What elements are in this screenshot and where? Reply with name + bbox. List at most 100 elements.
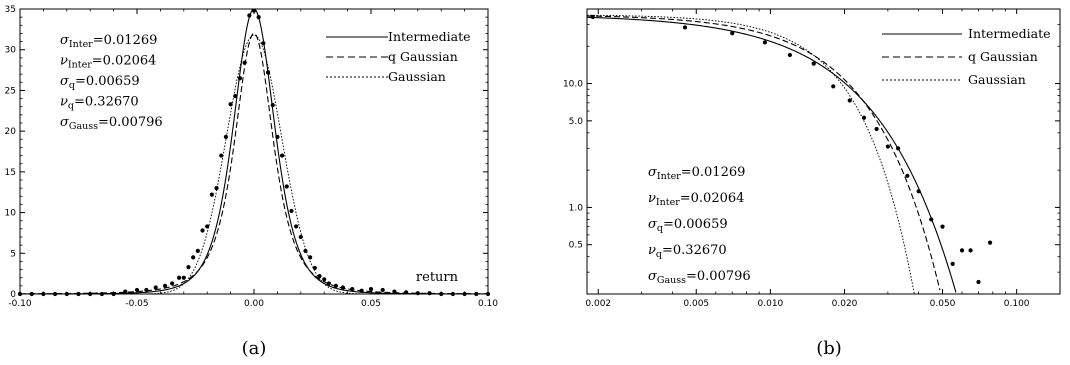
data-point <box>885 144 890 149</box>
y-tick-label: 5 <box>10 249 16 259</box>
data-point <box>111 291 116 297</box>
annotation-0: σInter=0.01269 <box>60 33 157 50</box>
data-point <box>950 261 955 266</box>
data-point <box>279 153 285 158</box>
data-point <box>195 248 200 253</box>
legend-label: q Gaussian <box>388 49 458 64</box>
data-point <box>317 273 322 279</box>
annotation-value: =0.00796 <box>98 115 163 130</box>
annotation-symbol: σ <box>60 33 70 48</box>
gaussian-curve <box>586 14 915 295</box>
data-point <box>76 291 81 297</box>
data-point <box>916 189 921 194</box>
data-point <box>439 291 444 297</box>
y-tick-label: 10.0 <box>563 80 583 90</box>
data-point <box>214 186 219 191</box>
data-point <box>153 285 158 290</box>
annotation-3: νq=0.32670 <box>648 243 727 260</box>
panel-b-curves <box>586 14 957 295</box>
data-point <box>270 102 275 108</box>
annotation-value: =0.00796 <box>686 269 751 284</box>
data-point <box>284 184 289 189</box>
data-point <box>368 287 374 292</box>
data-point <box>847 98 852 103</box>
data-point <box>895 146 901 151</box>
data-point <box>265 70 271 75</box>
annotation-symbol: ν <box>60 54 68 69</box>
legend-label: Intermediate <box>968 26 1051 41</box>
annotation-subscript: Gauss <box>69 121 98 132</box>
y-tick-label: 30 <box>5 46 17 56</box>
legend-label: q Gaussian <box>968 49 1038 64</box>
panel-b-frame <box>586 8 1061 295</box>
data-point <box>929 217 934 222</box>
annotation-subscript: q <box>656 249 662 260</box>
data-point <box>415 291 420 296</box>
data-point <box>181 275 186 280</box>
panel-a-legend: Intermediate q Gaussian Gaussian <box>326 29 471 84</box>
data-point <box>29 291 34 297</box>
data-point <box>298 234 303 240</box>
annotation-2: σq=0.00659 <box>60 74 140 91</box>
annotation-symbol: ν <box>648 243 656 258</box>
y-tick-label: 25 <box>5 86 16 96</box>
annotation-value: =0.32670 <box>662 243 727 258</box>
annotation-subscript: q <box>68 101 74 112</box>
legend-label: Gaussian <box>968 72 1026 87</box>
data-point <box>905 173 910 178</box>
annotation-symbol: ν <box>60 95 68 110</box>
data-point <box>730 31 735 36</box>
annotation-3: νq=0.32670 <box>60 95 139 112</box>
data-point <box>811 61 816 66</box>
annotation-subscript: q <box>69 80 75 91</box>
data-point <box>228 102 233 107</box>
annotation-subscript: Inter <box>657 171 681 182</box>
x-tick-label: 0.10 <box>478 299 498 309</box>
intermediate-curve <box>586 16 957 293</box>
x-tick-label: 0.010 <box>758 299 784 309</box>
data-point <box>41 291 46 297</box>
panel-a-annotations: σInter=0.01269νInter=0.02064σq=0.00659νq… <box>60 33 163 132</box>
data-point <box>392 289 397 294</box>
x-tick-label: 0.100 <box>1004 299 1030 309</box>
data-point <box>247 13 252 18</box>
annotation-4: σGauss=0.00796 <box>648 269 751 286</box>
annotation-symbol: ν <box>648 191 656 206</box>
data-point <box>170 281 175 286</box>
y-tick-label: 0.5 <box>569 241 583 251</box>
annotation-value: =0.00659 <box>75 74 140 89</box>
data-point <box>462 291 467 297</box>
data-point <box>787 52 792 58</box>
x-tick-label: 0.05 <box>361 299 381 309</box>
data-point <box>959 248 965 253</box>
annotation-1: νInter=0.02064 <box>60 54 156 71</box>
data-point <box>968 248 973 253</box>
annotation-4: σGauss=0.00796 <box>60 115 163 132</box>
annotation-subscript: Inter <box>69 39 93 50</box>
panel-a-points <box>17 8 491 297</box>
panel-b-caption: (b) <box>816 338 842 359</box>
annotation-subscript: Inter <box>656 197 680 208</box>
annotation-2: σq=0.00659 <box>648 217 728 234</box>
x-tick-label: 0.050 <box>930 299 956 309</box>
data-point <box>326 281 331 286</box>
annotation-value: =0.32670 <box>74 95 139 110</box>
annotation-value: =0.01269 <box>681 165 746 180</box>
annotation-subscript: Inter <box>68 60 92 71</box>
panel-a-ticks: 0 5 10 15 20 25 30 35 -0.10 -0.05 0.00 0.05 0.10 <box>5 5 499 309</box>
data-point <box>590 14 595 20</box>
data-point <box>450 291 455 297</box>
data-point <box>17 291 23 297</box>
data-point <box>186 265 191 270</box>
data-point <box>99 291 104 297</box>
data-point <box>205 224 210 229</box>
data-point <box>940 224 945 229</box>
panel-b-ticks: 0.5 1.0 5.0 10.0 0.002 0.005 0.010 0.020 0.050 0.… <box>563 9 1060 309</box>
panel-b-legend: Intermediate q Gaussian Gaussian <box>882 26 1051 87</box>
data-point <box>242 60 247 65</box>
q-gaussian-curve <box>586 15 941 291</box>
y-tick-label: 20 <box>5 127 17 137</box>
data-point <box>831 84 836 89</box>
data-point <box>682 25 688 30</box>
data-point <box>322 277 327 282</box>
